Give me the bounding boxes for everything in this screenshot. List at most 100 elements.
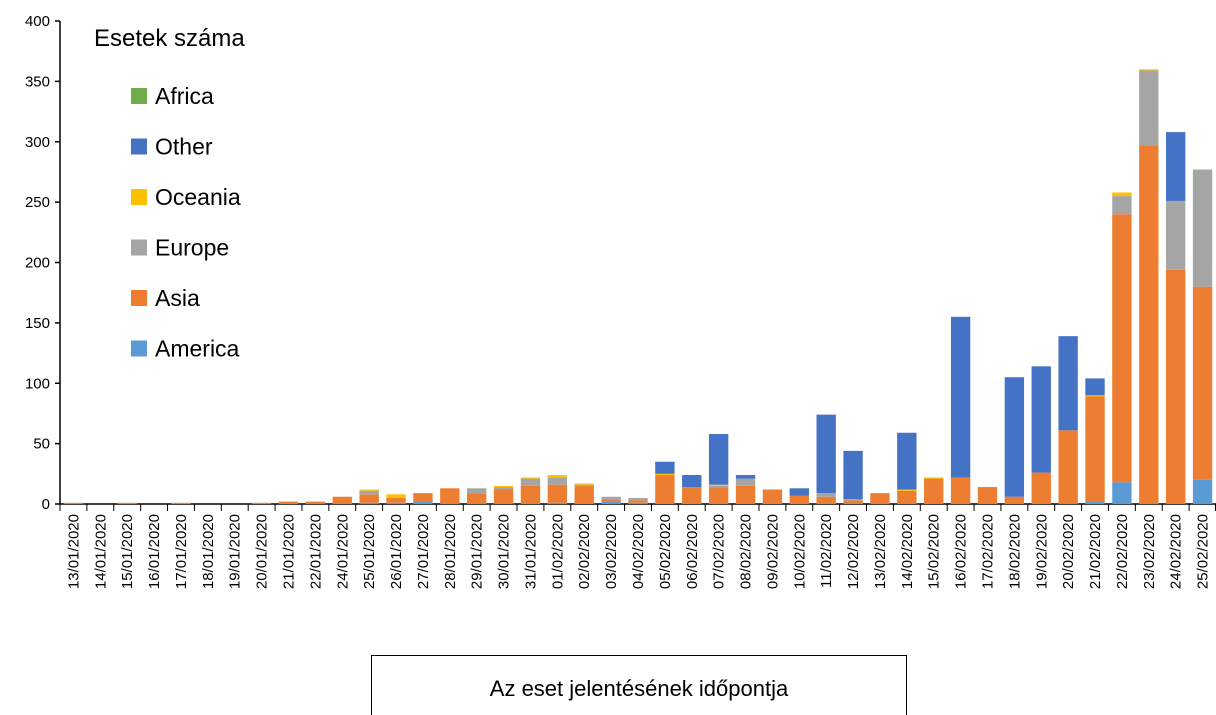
bar-segment-europe [601,496,621,500]
bar-segment-other [1004,377,1025,497]
bar-segment-asia [1031,472,1051,504]
x-tick-label: 07/02/2020 [711,514,728,589]
bar-segment-europe [520,478,541,486]
x-tick-label: 24/02/2020 [1168,514,1185,589]
bar-segment-other [1085,378,1105,396]
x-axis-title: Az eset jelentésének időpontja [489,676,789,701]
bar-segment-europe [1139,70,1159,146]
y-tick-label: 350 [25,73,50,90]
bar-segment-asia [682,487,702,504]
x-tick-label: 23/02/2020 [1141,514,1158,589]
bar-segment-asia [870,493,890,504]
bar-segment-other [735,475,756,479]
y-tick-label: 100 [25,375,50,392]
bar-segment-europe [359,490,379,495]
x-tick-label: 02/02/2020 [576,514,593,589]
bar-segment-asia [816,496,836,504]
x-tick-label: 31/01/2020 [522,514,539,589]
x-tick-label: 15/02/2020 [926,514,943,589]
bar-segment-asia [655,475,675,504]
bar-segment-asia [735,485,756,504]
y-tick-label: 250 [25,194,50,211]
bar-segment-asia [520,485,541,504]
legend-swatch-europe [131,239,147,256]
legend-label-africa: Africa [155,83,214,109]
y-tick-label: 200 [25,255,50,272]
x-tick-label: 16/01/2020 [146,514,163,589]
bar-segment-europe [1112,196,1132,215]
bar-segment-asia [493,489,514,504]
bar-segment-asia [1058,430,1078,504]
bar-segment-asia [386,497,406,503]
x-tick-label: 17/02/2020 [979,514,996,589]
legend-swatch-other [131,138,147,155]
x-tick-label: 04/02/2020 [630,514,647,589]
x-tick-label: 21/02/2020 [1087,514,1104,589]
y-tick-label: 150 [25,315,50,332]
x-tick-label: 09/02/2020 [764,514,781,589]
x-tick-label: 10/02/2020 [791,514,808,589]
x-tick-label: 28/01/2020 [442,514,459,589]
bar-segment-oceania [1139,69,1159,71]
x-axis: 13/01/2020 14/01/2020 15/01/2020 16/01/2020… [59,503,1216,589]
y-axis: 0 50 100 150 200 250 300 350 400 [25,13,61,513]
bar-segment-america [1112,482,1132,504]
legend-label-america: America [155,336,240,362]
bar-segment-asia [950,477,971,504]
x-tick-label: 19/02/2020 [1033,514,1050,589]
x-tick-label: 20/02/2020 [1060,514,1077,589]
x-tick-label: 29/01/2020 [469,514,486,589]
bar-segment-america [359,502,379,504]
x-tick-label: 19/01/2020 [227,514,244,589]
x-tick-label: 22/02/2020 [1114,514,1131,589]
bar-segment-other [789,488,809,496]
bar-segment-oceania [386,494,406,498]
x-tick-label: 05/02/2020 [657,514,674,589]
y-tick-label: 300 [25,134,50,151]
x-tick-label: 27/01/2020 [415,514,432,589]
bar-segment-america [1192,479,1213,504]
bar-segment-oceania [574,483,594,485]
bar-segment-europe [1192,169,1213,287]
x-tick-label: 14/02/2020 [899,514,916,589]
x-tick-label: 13/02/2020 [872,514,889,589]
bar-segment-asia [897,490,917,504]
bar-segment-oceania [520,477,541,479]
x-tick-label: 25/01/2020 [361,514,378,589]
bar-segment-europe [467,488,487,494]
legend-swatch-america [131,340,147,357]
bar-segment-europe [1165,200,1186,270]
bar-segment-oceania [493,485,514,488]
bar-segment-other [1031,366,1051,473]
x-tick-label: 18/02/2020 [1006,514,1023,589]
x-tick-label: 18/01/2020 [200,514,217,589]
bar-segment-other [682,475,702,488]
bar-segment-oceania [924,477,944,479]
bar-segment-america [628,502,648,504]
bars-group [63,69,1213,504]
bar-segment-other [897,432,917,490]
legend-label-europe: Europe [155,235,229,261]
bar-segment-asia [547,484,568,503]
bar-segment-asia [977,487,998,504]
bar-segment-asia [440,488,460,504]
x-axis-title-box: Az eset jelentésének időpontja [371,655,907,715]
x-tick-label: 12/02/2020 [845,514,862,589]
bar-segment-asia [1085,396,1105,502]
bar-segment-other [1165,132,1186,201]
legend-label-other: Other [155,134,213,160]
bar-segment-asia [278,501,299,504]
bar-segment-europe [843,499,863,501]
x-tick-label: 14/01/2020 [92,514,109,589]
x-tick-label: 06/02/2020 [684,514,701,589]
bar-segment-oceania [1112,192,1132,197]
y-axis-title: Esetek száma [94,25,245,52]
bar-segment-europe [628,497,648,501]
bar-segment-europe [493,487,514,490]
bar-segment-asia [1112,214,1132,483]
x-tick-label: 30/01/2020 [496,514,513,589]
bar-segment-other [708,433,729,485]
bar-segment-asia [63,502,84,504]
bar-segment-asia [601,499,621,502]
bar-segment-asia [924,478,944,504]
